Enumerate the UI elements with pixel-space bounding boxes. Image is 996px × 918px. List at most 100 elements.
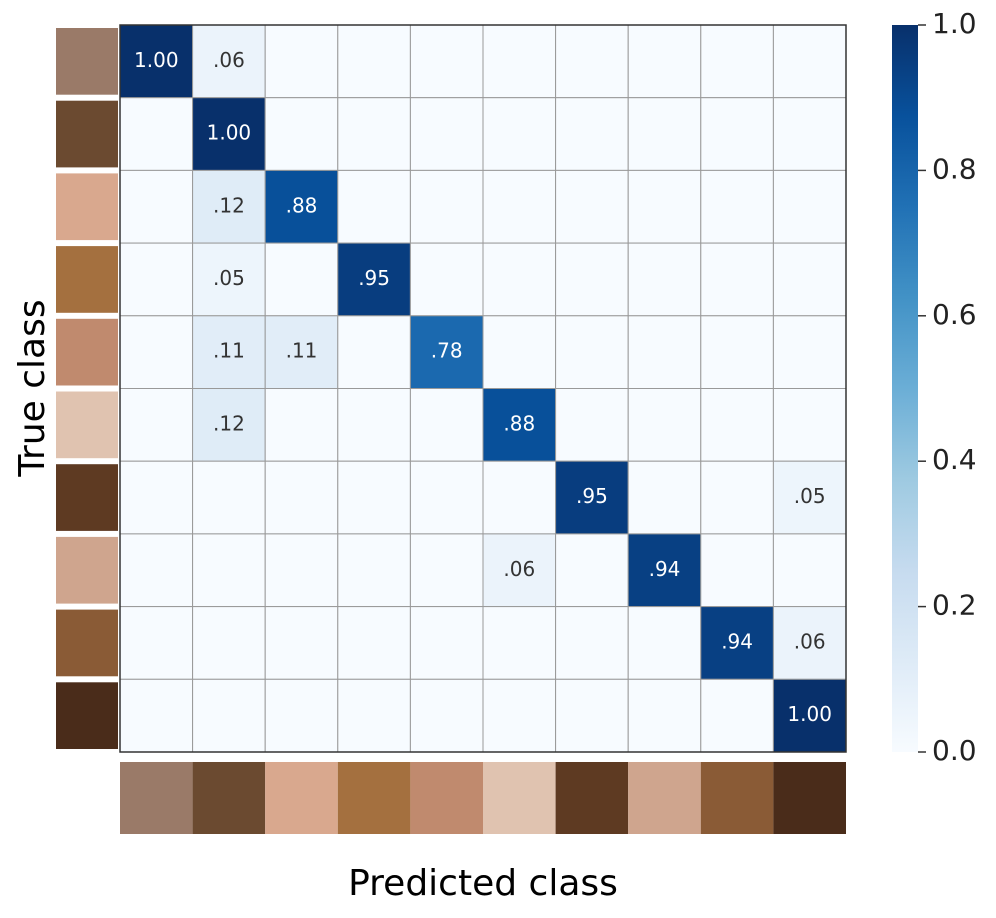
heatmap-cell (627, 533, 702, 608)
cell-label: .12 (213, 193, 245, 217)
heatmap-cell (409, 460, 484, 535)
face-image (56, 28, 118, 95)
heatmap-cell (409, 242, 484, 317)
heatmap-cell (337, 460, 411, 535)
colorbar-tick-label: 0.0 (932, 734, 977, 767)
heatmap-cell (482, 242, 557, 317)
face-image (483, 762, 556, 834)
cell-label: .94 (721, 629, 753, 653)
face-image (773, 762, 846, 834)
face-image (700, 762, 774, 834)
cell-label: 1.00 (134, 48, 179, 72)
heatmap-cell (192, 97, 266, 171)
heatmap-cell (264, 24, 339, 99)
cell-label: 1.00 (787, 702, 832, 726)
heatmap-cell (627, 678, 702, 753)
face-image (120, 762, 193, 834)
colorbar-tick-label: 0.2 (932, 589, 977, 622)
heatmap-cell (337, 315, 411, 389)
cell-label: .06 (213, 48, 245, 72)
colorbar-tick-label: 0.6 (932, 298, 977, 331)
face-image (56, 464, 118, 531)
heatmap-cell (337, 169, 411, 244)
cell-label: 1.00 (207, 121, 252, 145)
heatmap-cell (264, 678, 339, 753)
cell-label: .11 (213, 339, 245, 363)
heatmap-cell (337, 97, 411, 171)
heatmap-cell (482, 315, 557, 389)
colorbar-tick-label: 0.4 (932, 443, 977, 476)
heatmap-cell (192, 24, 266, 99)
y-axis-label: True class (12, 299, 53, 477)
heatmap-cell (264, 606, 339, 680)
cell-label: .06 (794, 629, 826, 653)
heatmap-cell (627, 460, 702, 535)
heatmap-cell (192, 678, 266, 753)
heatmap-cell (264, 242, 339, 317)
heatmap-cell (627, 315, 702, 389)
face-image (56, 246, 118, 313)
heatmap-cell (700, 678, 774, 753)
heatmap-cell (627, 169, 702, 244)
heatmap-cell (555, 460, 629, 535)
heatmap-cell (409, 315, 484, 389)
heatmap-cell (119, 533, 194, 608)
heatmap-cell (409, 678, 484, 753)
heatmap-cell (627, 97, 702, 171)
face-image (56, 173, 118, 241)
face-image (555, 762, 629, 834)
cell-label: .95 (358, 266, 390, 290)
heatmap-cell (700, 606, 774, 680)
cell-label: .12 (213, 411, 245, 435)
heatmap-cell (119, 315, 194, 389)
heatmap-cell (482, 460, 557, 535)
heatmap-cell (482, 24, 557, 99)
face-image (265, 762, 338, 834)
heatmap-cell (264, 97, 339, 171)
cell-label: .05 (213, 266, 245, 290)
heatmap-cell (555, 97, 629, 171)
heatmap-cell (482, 606, 557, 680)
heatmap-cell (119, 460, 194, 535)
heatmap-cell (409, 388, 484, 462)
heatmap-cell (555, 315, 629, 389)
heatmap-cell (264, 388, 339, 462)
face-image (56, 536, 118, 604)
cell-label: .11 (286, 339, 318, 363)
x-axis-label: Predicted class (348, 863, 618, 904)
heatmap-cell (409, 97, 484, 171)
cell-label: .94 (649, 557, 681, 581)
face-image (56, 318, 118, 386)
heatmap-cell (482, 169, 557, 244)
heatmap-cell (700, 388, 774, 462)
heatmap-cell (700, 460, 774, 535)
heatmap-cell (337, 678, 411, 753)
heatmap-cell (337, 533, 411, 608)
heatmap-cell (482, 97, 557, 171)
heatmap-cell (119, 678, 194, 753)
cell-label: .78 (431, 339, 463, 363)
cell-label: .88 (503, 411, 535, 435)
face-image (56, 391, 118, 459)
heatmap-cell (555, 678, 629, 753)
heatmap-cell (772, 242, 847, 317)
heatmap-cell (264, 169, 339, 244)
heatmap-cell (772, 24, 847, 99)
heatmap-cell (700, 242, 774, 317)
heatmap-cell (119, 242, 194, 317)
heatmap-cell (337, 24, 411, 99)
matrix-border (119, 24, 847, 753)
heatmap-cell (192, 315, 266, 389)
heatmap-cell (772, 169, 847, 244)
heatmap-cell (119, 169, 194, 244)
heatmap-cell (555, 242, 629, 317)
heatmap-cell (192, 460, 266, 535)
heatmap-cell (700, 533, 774, 608)
colorbar-tick-label: 1.0 (932, 7, 977, 40)
heatmap-cell (772, 388, 847, 462)
heatmap-cell (337, 388, 411, 462)
heatmap-cell (555, 533, 629, 608)
face-image (56, 100, 118, 168)
heatmap-cell (409, 169, 484, 244)
